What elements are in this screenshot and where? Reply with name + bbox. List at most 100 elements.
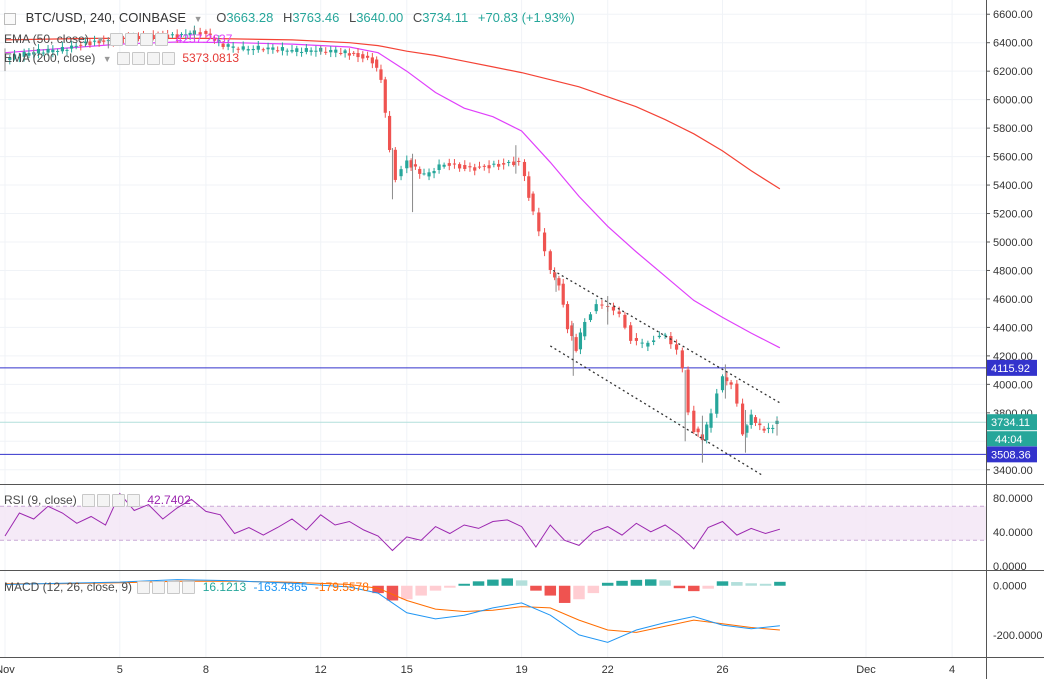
macd-line [4, 579, 780, 643]
price-tick-label: 3400.00 [993, 465, 1033, 477]
macd-histogram-bar [774, 581, 786, 586]
ema50-visibility-icon[interactable] [110, 33, 124, 47]
macd-visibility-icon[interactable] [137, 581, 151, 595]
symbol-chevron-down-icon[interactable]: ▼ [193, 13, 203, 24]
candle-body [640, 342, 644, 344]
ema200-line [4, 37, 781, 190]
candle-body [285, 50, 289, 52]
ema200-chevron-down-icon[interactable]: ▼ [102, 53, 112, 64]
ema50-line [4, 41, 781, 349]
candle-body [256, 45, 260, 50]
time-axis-label: 12 [315, 664, 327, 676]
candle-body [715, 393, 719, 414]
macd-histogram-bar [731, 582, 743, 586]
ema50-settings-icon[interactable] [125, 33, 139, 47]
candle-body [17, 56, 21, 58]
candle-body [669, 336, 673, 345]
candle-body [720, 376, 725, 391]
ema200-value: 5373.0813 [182, 51, 240, 65]
candle-body [241, 46, 245, 50]
ema50-legend: EMA (50, close) ▼ 4257.2637 [4, 32, 232, 47]
candle-body [79, 44, 83, 46]
candle-body [409, 160, 413, 168]
candle-body [27, 52, 31, 56]
ema50-label[interactable]: EMA (50, close) [4, 32, 89, 46]
candle-body [69, 45, 74, 49]
rsi-visibility-icon[interactable] [82, 494, 96, 508]
candle-body [502, 163, 506, 165]
candle-body [468, 166, 472, 168]
candle-body [537, 212, 541, 232]
rsi-tick-label: 40.0000 [993, 527, 1033, 539]
close-value: 3734.11 [422, 10, 469, 25]
macd-histogram-bar [530, 585, 542, 591]
price-tick-label: 6200.00 [993, 66, 1033, 78]
macd-histogram [372, 578, 786, 603]
ema200-label[interactable]: EMA (200, close) [4, 51, 96, 65]
candle-body [280, 47, 285, 51]
ema200-visibility-icon[interactable] [116, 52, 130, 66]
candle-body [405, 160, 409, 169]
ema50-chevron-down-icon[interactable]: ▼ [96, 34, 105, 45]
ema50-more-icon[interactable] [140, 33, 154, 47]
rsi-settings-icon[interactable] [97, 494, 111, 508]
rsi-close-icon[interactable] [127, 494, 141, 508]
candle-body [709, 413, 713, 428]
ema50-close-icon[interactable] [155, 33, 169, 47]
candle-body [771, 427, 775, 429]
candle-body [497, 163, 501, 167]
candle-body [753, 417, 758, 423]
candle-body [427, 172, 431, 177]
rsi-band [0, 506, 986, 541]
candle-body [623, 314, 627, 328]
candle-body [65, 49, 69, 51]
macd-settings-icon[interactable] [152, 581, 166, 595]
candle-body [365, 55, 370, 58]
rsi-more-icon[interactable] [112, 494, 126, 508]
price-axis-badge [987, 446, 1037, 463]
candle-body [217, 40, 221, 42]
candle-body [276, 50, 280, 52]
ema200-close-icon[interactable] [161, 52, 175, 66]
candle-body [399, 169, 403, 177]
open-value: 3663.28 [226, 10, 274, 25]
price-axis-badge-label: 3734.11 [991, 417, 1030, 429]
candle-body [12, 54, 17, 59]
candle-body [370, 57, 374, 64]
candle-body [221, 43, 225, 47]
candle-body [680, 350, 684, 369]
rsi-label[interactable]: RSI (9, close) [4, 493, 77, 507]
candle-body [246, 49, 250, 51]
price-tick-label: 6400.00 [993, 38, 1033, 50]
macd-histogram-bar [429, 585, 442, 591]
candle-body [204, 31, 208, 34]
candle-body [740, 403, 745, 435]
candle-body [102, 40, 106, 42]
macd-histogram-bar [458, 583, 470, 586]
candle-body [22, 51, 26, 57]
open-label: O [216, 10, 227, 25]
macd-histogram-bar [601, 582, 614, 586]
candle-body [8, 57, 12, 60]
candles [4, 25, 779, 463]
candle-body [151, 35, 155, 39]
candle-body [97, 40, 101, 44]
time-axis-label: 8 [203, 664, 209, 676]
macd-more-icon[interactable] [167, 581, 181, 595]
candle-body [522, 161, 527, 177]
macd-histogram-bar [673, 585, 686, 589]
macd-close-icon[interactable] [182, 581, 196, 595]
candle-body [121, 37, 125, 40]
macd-label[interactable]: MACD (12, 26, close, 9) [4, 580, 133, 594]
countdown-label: 44:04 [995, 434, 1023, 446]
ema200-more-icon[interactable] [146, 52, 160, 66]
candle-body [696, 428, 700, 433]
time-axis-label: 26 [716, 664, 728, 676]
candle-body [393, 149, 397, 180]
macd-histogram-bar [630, 579, 643, 586]
ema200-settings-icon[interactable] [131, 52, 145, 66]
symbol-label[interactable]: BTC/USD, 240, COINBASE [25, 10, 187, 25]
price-tick-label: 4800.00 [993, 265, 1033, 277]
price-panel-toggle-icon[interactable] [4, 12, 16, 25]
